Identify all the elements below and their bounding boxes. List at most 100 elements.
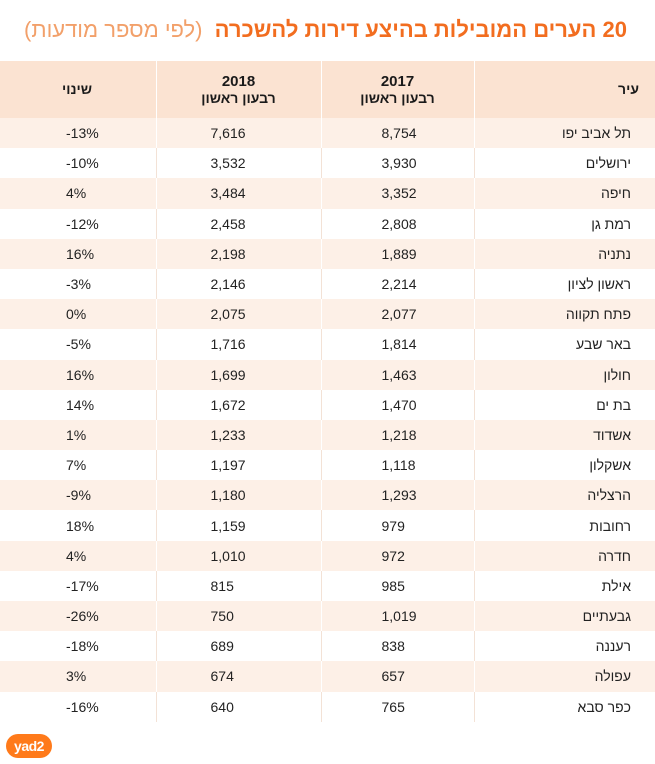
city-cell: רמת גן [473, 208, 655, 239]
value-2017-cell: 1,889 [320, 238, 474, 269]
table-row: בת ים 1,470 1,672 14% [0, 389, 655, 420]
change-cell: -26% [66, 608, 99, 625]
city-cell: באר שבע [473, 329, 655, 360]
city-cell: רחובות [473, 510, 655, 541]
value-2018-cell: 1,197 [155, 450, 321, 481]
value-2018-cell: 3,532 [155, 148, 321, 179]
value-2018-cell: 2,198 [155, 238, 321, 269]
table-row: תל אביב יפו 8,754 7,616 -13% [0, 118, 655, 149]
city-cell: נתניה [473, 238, 655, 269]
city-cell: אילת [473, 570, 655, 601]
rental-supply-table: עיר 2017 רבעון ראשון 2018 רבעון ראשון שי… [0, 61, 655, 722]
change-cell: 1% [66, 426, 87, 443]
change-cell: 0% [66, 306, 87, 323]
value-2018-cell: 1,159 [155, 510, 321, 541]
column-header-2017: 2017 רבעון ראשון [320, 61, 474, 118]
city-cell: חדרה [473, 540, 655, 571]
table-row: עפולה 657 674 3% [0, 661, 655, 692]
change-cell: 18% [66, 517, 95, 534]
value-2018-cell: 2,146 [155, 268, 321, 300]
city-cell: בת ים [473, 389, 655, 420]
table-row: פתח תקווה 2,077 2,075 0% [0, 299, 655, 330]
column-header-change: שינוי [0, 61, 156, 118]
column-header-2018-quarter: רבעון ראשון [201, 89, 276, 106]
table-row: רחובות 979 1,159 18% [0, 510, 655, 541]
city-cell: גבעתיים [473, 601, 655, 632]
value-2017-cell: 8,754 [320, 118, 474, 149]
table-row: רמת גן 2,808 2,458 -12% [0, 208, 655, 239]
column-header-city: עיר [473, 61, 655, 118]
page-title: 20 הערים המובילות בהיצע דירות להשכרה (לפ… [20, 14, 627, 46]
value-2018-cell: 1,672 [155, 389, 321, 420]
change-cell: -17% [66, 577, 99, 594]
table-row: אשקלון 1,118 1,197 7% [0, 450, 655, 481]
city-cell: פתח תקווה [473, 299, 655, 330]
change-cell: 14% [66, 396, 95, 413]
value-2018-cell: 1,180 [155, 480, 321, 511]
value-2017-cell: 985 [320, 570, 474, 601]
value-2018-cell: 2,458 [155, 208, 321, 239]
yad2-logo: yad2 [6, 734, 52, 758]
value-2018-cell: 1,716 [155, 329, 321, 360]
value-2017-cell: 1,118 [320, 450, 474, 481]
value-2018-cell: 750 [155, 601, 321, 632]
column-header-2017-quarter: רבעון ראשון [360, 89, 435, 106]
value-2018-cell: 815 [155, 570, 321, 601]
change-cell: -10% [66, 155, 99, 172]
value-2017-cell: 1,019 [320, 601, 474, 632]
column-header-2018: 2018 רבעון ראשון [155, 61, 321, 118]
city-cell: אשדוד [473, 419, 655, 451]
value-2017-cell: 1,814 [320, 329, 474, 360]
value-2017-cell: 3,930 [320, 148, 474, 179]
table-row: רעננה 838 689 -18% [0, 631, 655, 662]
value-2017-cell: 979 [320, 510, 474, 541]
value-2017-cell: 2,808 [320, 208, 474, 239]
table-row: חולון 1,463 1,699 16% [0, 359, 655, 390]
value-2017-cell: 657 [320, 661, 474, 692]
value-2018-cell: 3,484 [155, 178, 321, 209]
title-sub: (לפי מספר מודעות) [24, 17, 203, 42]
change-cell: 16% [66, 245, 95, 262]
change-cell: -13% [66, 125, 99, 142]
table-row: חיפה 3,352 3,484 4% [0, 178, 655, 209]
value-2017-cell: 1,463 [320, 359, 474, 390]
value-2018-cell: 1,233 [155, 419, 321, 451]
table-row: ראשון לציון 2,214 2,146 -3% [0, 268, 655, 300]
value-2018-cell: 640 [155, 691, 321, 722]
table-row: חדרה 972 1,010 4% [0, 540, 655, 571]
table-row: אילת 985 815 -17% [0, 570, 655, 601]
value-2018-cell: 2,075 [155, 299, 321, 330]
value-2017-cell: 765 [320, 691, 474, 722]
value-2017-cell: 2,214 [320, 268, 474, 300]
city-cell: חיפה [473, 178, 655, 209]
change-cell: -16% [66, 698, 99, 715]
change-cell: -3% [66, 276, 91, 293]
value-2018-cell: 674 [155, 661, 321, 692]
column-header-city-label: עיר [618, 81, 639, 97]
value-2017-cell: 1,470 [320, 389, 474, 420]
table-row: אשדוד 1,218 1,233 1% [0, 419, 655, 451]
value-2017-cell: 1,293 [320, 480, 474, 511]
value-2017-cell: 3,352 [320, 178, 474, 209]
city-cell: אשקלון [473, 450, 655, 481]
table-body: תל אביב יפו 8,754 7,616 -13% ירושלים 3,930 3,5… [0, 118, 655, 722]
value-2018-cell: 689 [155, 631, 321, 662]
change-cell: 3% [66, 668, 87, 685]
change-cell: -18% [66, 638, 99, 655]
value-2017-cell: 972 [320, 540, 474, 571]
city-cell: תל אביב יפו [473, 118, 655, 149]
value-2017-cell: 838 [320, 631, 474, 662]
city-cell: עפולה [473, 661, 655, 692]
table-row: באר שבע 1,814 1,716 -5% [0, 329, 655, 360]
city-cell: ירושלים [473, 148, 655, 179]
city-cell: הרצליה [473, 480, 655, 511]
value-2017-cell: 1,218 [320, 419, 474, 451]
city-cell: רעננה [473, 631, 655, 662]
value-2018-cell: 7,616 [155, 118, 321, 149]
city-cell: כפר סבא [473, 691, 655, 722]
table-row: הרצליה 1,293 1,180 -9% [0, 480, 655, 511]
column-header-change-label: שינוי [62, 81, 92, 97]
value-2018-cell: 1,010 [155, 540, 321, 571]
change-cell: 4% [66, 547, 87, 564]
column-header-2018-year: 2018 [221, 72, 256, 90]
